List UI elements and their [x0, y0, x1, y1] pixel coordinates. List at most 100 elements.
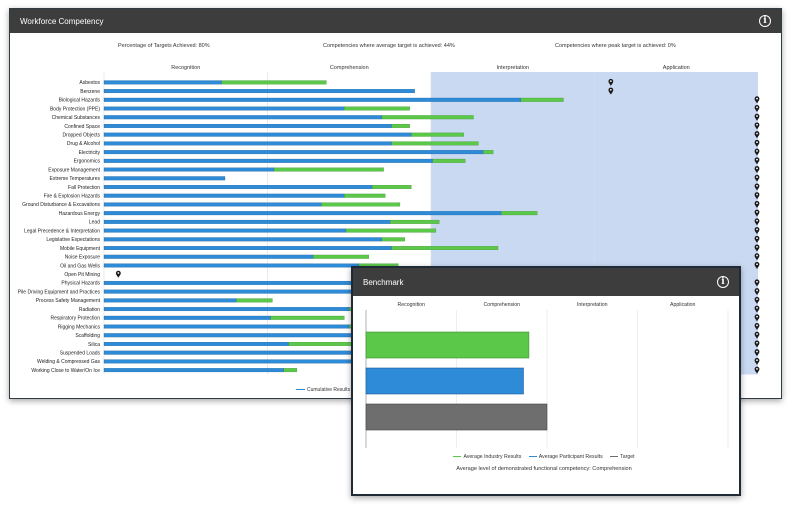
category-label: Dropped Objects [62, 132, 100, 138]
bar-cumulative [103, 158, 433, 163]
bar-cumulative [103, 237, 383, 242]
category-label: Legislative Expectations [46, 237, 100, 243]
bar-cumulative [103, 132, 412, 137]
level-label: Application [670, 302, 695, 308]
bar-cumulative [103, 219, 391, 224]
map-pin-icon [608, 78, 614, 86]
category-label: Hazardous Energy [59, 211, 101, 217]
category-label: Drug & Alcohol [67, 141, 100, 147]
bar-participant [365, 367, 524, 395]
category-label: Body Protection (PPE) [50, 106, 100, 112]
legend-label-target: Target [620, 454, 635, 460]
bar-cumulative [103, 211, 502, 216]
map-pin-icon [754, 183, 760, 191]
bar-target [365, 403, 548, 431]
bar-cumulative [103, 263, 360, 268]
map-pin-icon [754, 279, 760, 287]
bar-increment [389, 219, 440, 224]
category-label: Working Close to Water/On Ice [31, 368, 100, 374]
bar-increment [391, 141, 479, 146]
category-label: Ground Disturbance & Excavations [22, 202, 100, 208]
bar-cumulative [103, 228, 347, 233]
category-label: Exposure Management [48, 167, 100, 173]
category-label: Legal Precedence & Interpretation [24, 228, 100, 234]
bar-cumulative [103, 80, 222, 85]
bar-cumulative [103, 141, 392, 146]
category-label: Mobile Equipment [60, 246, 101, 252]
map-pin-icon [754, 227, 760, 235]
level-label: Comprehension [330, 65, 369, 71]
bar-increment [345, 228, 437, 233]
bar-cumulative [103, 202, 322, 207]
category-label: Process Safety Management [36, 298, 101, 304]
category-label: Extreme Temperatures [50, 176, 101, 182]
bar-cumulative [103, 359, 358, 364]
bar-increment [501, 211, 538, 216]
bar-increment [391, 124, 410, 128]
category-label: Biological Hazards [59, 98, 101, 104]
bar-cumulative [103, 315, 271, 320]
category-label: Rigging Mechanics [58, 324, 101, 330]
bar-cumulative [103, 106, 345, 111]
bar-cumulative [103, 124, 392, 128]
legend-swatch-industry [453, 455, 462, 458]
bar-increment [288, 342, 355, 346]
category-label: Fall Protection [68, 185, 100, 191]
info-circle-icon[interactable]: i [717, 276, 729, 288]
legend-label-cumulative: Cumulative Results [307, 387, 351, 393]
map-pin-icon [754, 323, 760, 331]
map-pin-icon [754, 253, 760, 261]
legend-swatch-cumulative [296, 388, 305, 391]
category-label: Noise Exposure [65, 255, 101, 261]
benchmark-caption: Average level of demonstrated functional… [456, 466, 632, 472]
category-label: Respiratory Protection [51, 316, 101, 322]
map-pin-icon [754, 314, 760, 322]
category-label: Suspended Loads [60, 350, 101, 356]
map-pin-icon [754, 261, 760, 269]
category-label: Welding & Compressed Gas [37, 359, 100, 365]
legend-label-participant: Average Participant Results [538, 454, 603, 460]
map-pin-icon [754, 96, 760, 104]
category-label: Radiation [79, 307, 100, 313]
map-pin-icon [754, 174, 760, 182]
benchmark-title: Benchmark [363, 277, 404, 287]
bar-increment [236, 298, 273, 303]
stats-row: Percentage of Targets Achieved: 80% Comp… [10, 43, 781, 55]
level-label: Comprehension [483, 302, 520, 308]
category-label: Confined Space [64, 124, 100, 130]
bar-cumulative [103, 307, 350, 312]
map-pin-icon [754, 366, 760, 374]
bar-cumulative [103, 333, 363, 338]
map-pin-icon [754, 131, 760, 139]
level-label: Recognition [398, 302, 426, 308]
bar-cumulative [103, 176, 226, 181]
level-label: Recognition [171, 65, 200, 71]
benchmark-header: Benchmark i [353, 268, 739, 296]
map-pin-icon [754, 122, 760, 130]
info-circle-icon[interactable]: i [759, 15, 771, 27]
category-label: Fire & Explosion Hazards [44, 194, 101, 200]
average-target-stat: Competencies where average target is ach… [323, 43, 455, 49]
bar-cumulative [103, 167, 275, 172]
legend-label-industry: Average Industry Results [463, 454, 522, 460]
category-label: Ergonomics [74, 159, 101, 165]
map-pin-icon [115, 270, 121, 278]
bar-cumulative [103, 342, 289, 346]
map-pin-icon [754, 340, 760, 348]
category-label: Silica [88, 342, 100, 348]
map-pin-icon [754, 157, 760, 165]
category-label: Pile Driving Equipment and Practices [18, 289, 101, 295]
category-label: Open Pit Mining [64, 272, 100, 278]
map-pin-icon [754, 331, 760, 339]
bar-increment [411, 132, 464, 137]
peak-target-stat: Competencies where peak target is achiev… [555, 43, 676, 49]
panel-header: Workforce Competency i [10, 9, 781, 33]
bar-cumulative [103, 254, 314, 259]
benchmark-panel: Benchmark i Recognition Comprehension Inte… [351, 266, 741, 496]
map-pin-icon [754, 192, 760, 200]
benchmark-legend: Average Industry Results Average Partici… [353, 454, 735, 460]
category-label: Benzene [80, 89, 100, 95]
map-pin-icon [754, 305, 760, 313]
map-pin-icon [754, 235, 760, 243]
bar-cumulative [103, 115, 383, 120]
